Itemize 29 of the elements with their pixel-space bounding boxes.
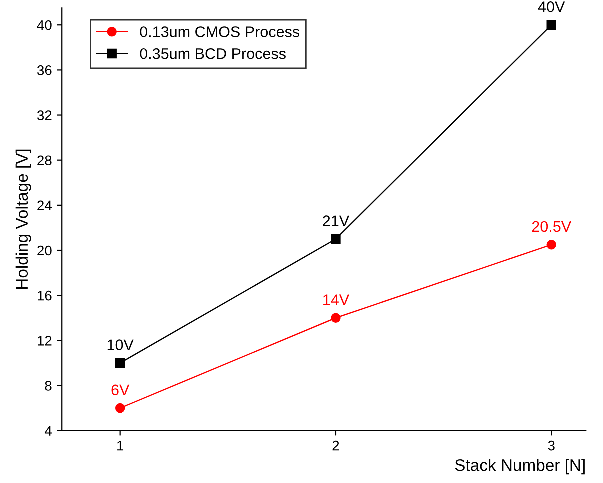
point xyxy=(115,358,126,368)
data-label: 14V xyxy=(324,294,350,306)
point xyxy=(331,234,341,244)
y-tick-label: 4 xyxy=(44,426,52,436)
y-tick-label: 32 xyxy=(37,110,52,120)
y-tick-label: 12 xyxy=(38,336,52,346)
y-axis-title: Holding Voltage [V] xyxy=(16,150,32,290)
point xyxy=(546,240,556,250)
legend-label: 0.13um CMOS Process xyxy=(140,26,300,38)
x-tick-label: 2 xyxy=(332,440,340,451)
point xyxy=(331,313,341,323)
y-tick-label: 24 xyxy=(38,200,52,210)
y-tick-label: 28 xyxy=(38,156,52,166)
x-tick-label: 1 xyxy=(118,441,124,451)
data-label: 6V xyxy=(112,384,130,396)
y-tick-label: 36 xyxy=(37,66,52,76)
y-tick-label: 20 xyxy=(38,246,52,256)
point xyxy=(546,20,556,30)
data-label: 20.5V xyxy=(532,221,572,232)
y-tick-label: 16 xyxy=(38,290,52,301)
y-tick-label: 40 xyxy=(37,20,52,30)
legend-label: 0.35um BCD Process xyxy=(140,48,286,60)
data-label: 10V xyxy=(108,340,134,350)
x-tick-label: 3 xyxy=(548,440,555,451)
data-label: 21V xyxy=(323,216,350,226)
data-label: 40V xyxy=(538,2,566,12)
x-axis-title: Stack Number [N] xyxy=(455,459,585,475)
y-tick-label: 8 xyxy=(45,381,52,391)
point xyxy=(115,403,126,414)
